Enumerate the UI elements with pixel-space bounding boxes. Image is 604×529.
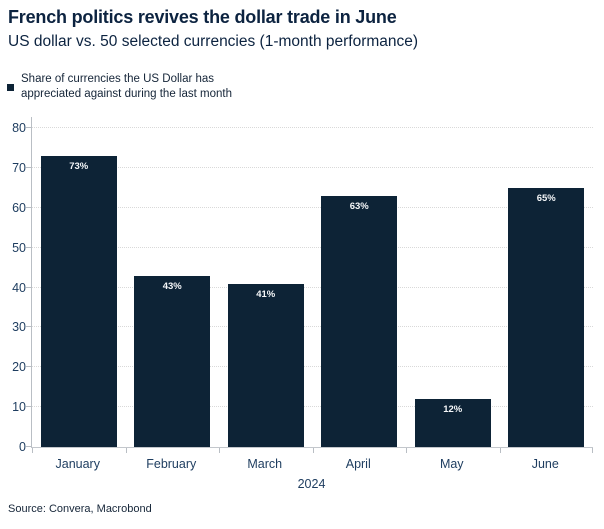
grid-line-80 [32, 127, 593, 128]
chart-subtitle: US dollar vs. 50 selected currencies (1-… [8, 33, 419, 50]
bar-february: 43% [134, 275, 211, 447]
y-tick-label-40: 40 [12, 280, 26, 295]
legend-label: Share of currencies the US Dollar has ap… [21, 72, 232, 101]
x-category-label-may: May [439, 457, 464, 471]
legend-square-marker-icon [7, 84, 14, 91]
x-axis-title: 2024 [297, 477, 326, 491]
x-axis-tick-5 [500, 448, 501, 453]
grid-line-30 [32, 326, 593, 328]
source-note: Source: Convera, Macrobond [8, 503, 152, 515]
chart-title: French politics revives the dollar trade… [8, 7, 397, 27]
y-tick-label-0: 0 [19, 440, 26, 454]
x-axis-tick-6 [592, 448, 593, 453]
bar-value-label-april: 63% [349, 200, 369, 212]
grid-line-70 [32, 166, 593, 168]
x-axis-tick-4 [406, 448, 407, 453]
y-tick-label-70: 70 [12, 160, 26, 175]
legend-label-line2: appreciated against during the last mont… [21, 87, 232, 100]
y-axis-tick-20 [26, 366, 32, 368]
bar-june: 65% [508, 187, 585, 447]
plot-area: 73% 43% 41% 63% 12% 65% [26, 117, 593, 453]
bar-may: 12% [414, 399, 491, 447]
grid-line-20 [32, 366, 593, 368]
bar-value-label-may: 12% [443, 404, 463, 416]
x-category-label-march: March [247, 457, 283, 471]
x-axis-tick-0 [32, 448, 33, 453]
y-tick-label-50: 50 [12, 240, 26, 255]
y-axis-tick-50 [26, 246, 32, 248]
bar-value-label-january: 73% [69, 160, 89, 172]
y-axis-tick-60 [26, 206, 32, 208]
bar-value-label-june: 65% [536, 192, 556, 204]
x-category-label-february: February [146, 457, 197, 471]
y-tick-label-10: 10 [12, 400, 26, 415]
grid-line-10 [32, 406, 593, 408]
bar-march: 41% [227, 283, 304, 447]
legend-label-line1: Share of currencies the US Dollar has [21, 73, 215, 85]
x-axis-tick-3 [313, 448, 314, 453]
bar-value-label-march: 41% [256, 288, 276, 300]
x-category-label-june: June [531, 457, 559, 471]
y-axis-tick-10 [26, 406, 32, 408]
y-tick-label-60: 60 [12, 200, 26, 215]
legend: Share of currencies the US Dollar has ap… [7, 72, 232, 101]
y-axis-tick-70 [26, 166, 32, 168]
x-category-label-january: January [55, 457, 100, 471]
bar-april: 63% [321, 195, 398, 447]
y-axis-tick-80 [26, 127, 32, 128]
x-axis-tick-1 [126, 448, 127, 453]
x-category-label-april: April [345, 457, 371, 471]
y-tick-label-30: 30 [12, 320, 26, 335]
grid-line-60 [32, 206, 593, 208]
grid-line-50 [32, 246, 593, 248]
y-axis-tick-0 [26, 446, 32, 447]
y-tick-label-20: 20 [12, 360, 26, 375]
bar-value-label-february: 43% [162, 280, 182, 292]
y-axis-tick-40 [26, 286, 32, 288]
y-tick-label-80: 80 [12, 121, 26, 135]
grid-line-40 [32, 286, 593, 288]
bar-january: 73% [40, 155, 117, 447]
x-axis-tick-2 [219, 448, 220, 453]
y-axis-tick-30 [26, 326, 32, 328]
